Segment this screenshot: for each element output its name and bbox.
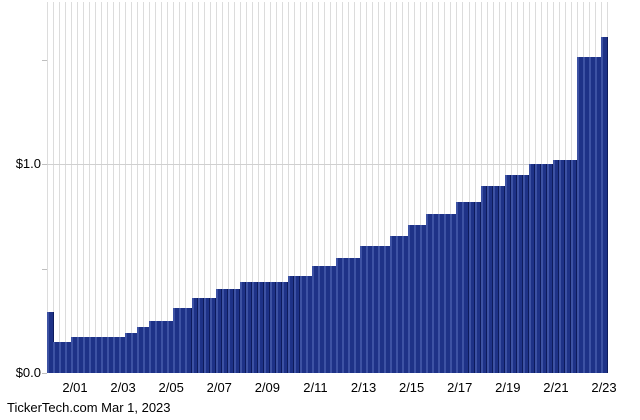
vertical-gridline [107, 2, 109, 373]
x-axis-label: 2/05 [158, 380, 184, 395]
vertical-gridline [101, 2, 103, 373]
vertical-gridline [263, 2, 265, 373]
y-axis-label: $1.0 [15, 156, 41, 171]
vertical-gridline [366, 2, 368, 373]
vertical-gridline [420, 2, 422, 373]
vertical-gridline [299, 2, 301, 373]
vertical-gridline [143, 2, 145, 373]
vertical-gridline [384, 2, 386, 373]
vertical-gridline [95, 2, 97, 373]
vertical-gridline [257, 2, 259, 373]
vertical-gridline [59, 2, 61, 373]
vertical-gridline [450, 2, 452, 373]
vertical-gridline [215, 2, 217, 373]
y-axis-label: $0.0 [15, 365, 41, 380]
vertical-gridline [317, 2, 319, 373]
vertical-gridline [396, 2, 398, 373]
vertical-gridline [305, 2, 307, 373]
vertical-gridline [227, 2, 229, 373]
vertical-gridline [209, 2, 211, 373]
one-dollar-gridline [47, 164, 607, 165]
x-axis-label: 2/17 [447, 380, 473, 395]
x-axis-label: 2/01 [62, 380, 88, 395]
x-axis-label: 2/03 [110, 380, 136, 395]
price-bar [600, 36, 608, 373]
vertical-gridline [378, 2, 380, 373]
vertical-gridline [342, 2, 344, 373]
vertical-gridline [360, 2, 362, 373]
vertical-gridline [354, 2, 356, 373]
vertical-gridline [83, 2, 85, 373]
y-axis-tick [42, 373, 47, 374]
vertical-gridline [221, 2, 223, 373]
vertical-gridline [281, 2, 283, 373]
vertical-gridline [113, 2, 115, 373]
vertical-gridline [131, 2, 133, 373]
vertical-gridline [77, 2, 79, 373]
vertical-gridline [155, 2, 157, 373]
vertical-gridline [239, 2, 241, 373]
vertical-gridline [167, 2, 169, 373]
vertical-gridline [269, 2, 271, 373]
vertical-gridline [161, 2, 163, 373]
vertical-gridline [149, 2, 151, 373]
x-axis-label: 2/23 [591, 380, 617, 395]
vertical-gridline [293, 2, 295, 373]
vertical-gridline [402, 2, 404, 373]
vertical-gridline [89, 2, 91, 373]
x-axis-label: 2/15 [398, 380, 425, 395]
vertical-gridline [137, 2, 139, 373]
x-axis-label: 2/07 [206, 380, 232, 395]
vertical-gridline [468, 2, 470, 373]
vertical-gridline [47, 2, 48, 373]
vertical-gridline [53, 2, 55, 373]
vertical-gridline [408, 2, 410, 373]
vertical-gridline [125, 2, 127, 373]
vertical-gridline [330, 2, 331, 373]
vertical-gridline [275, 2, 277, 373]
vertical-gridline [444, 2, 446, 373]
vertical-gridline [432, 2, 434, 373]
x-axis-label: 2/13 [350, 380, 377, 395]
y-axis-tick [42, 268, 47, 270]
vertical-gridline [179, 2, 181, 373]
vertical-gridline [191, 2, 193, 373]
vertical-gridline [287, 2, 289, 373]
vertical-gridline [197, 2, 199, 373]
vertical-gridline [119, 2, 121, 373]
vertical-gridline [251, 2, 253, 373]
chart-attribution: TickerTech.com Mar 1, 2023 [7, 400, 171, 415]
x-axis-label: 2/19 [495, 380, 521, 395]
x-axis-label: 2/11 [303, 380, 328, 395]
vertical-gridline [233, 2, 235, 373]
vertical-gridline [185, 2, 187, 373]
y-axis-tick [42, 59, 47, 61]
vertical-gridline [173, 2, 175, 373]
vertical-gridline [474, 2, 476, 373]
vertical-gridline [311, 2, 313, 373]
vertical-gridline [462, 2, 464, 373]
y-axis-tick [42, 164, 47, 165]
vertical-gridline [426, 2, 428, 373]
vertical-gridline [438, 2, 440, 373]
vertical-gridline [456, 2, 458, 373]
vertical-gridline [245, 2, 247, 373]
vertical-gridline [336, 2, 338, 373]
vertical-gridline [414, 2, 416, 373]
vertical-gridline [65, 2, 67, 373]
vertical-gridline [203, 2, 205, 373]
vertical-gridline [71, 2, 73, 373]
vertical-gridline [323, 2, 325, 373]
vertical-gridline [372, 2, 374, 373]
x-axis-label: 2/09 [254, 380, 281, 395]
vertical-gridline [390, 2, 392, 373]
vertical-gridline [348, 2, 350, 373]
x-axis-label: 2/21 [543, 380, 569, 395]
